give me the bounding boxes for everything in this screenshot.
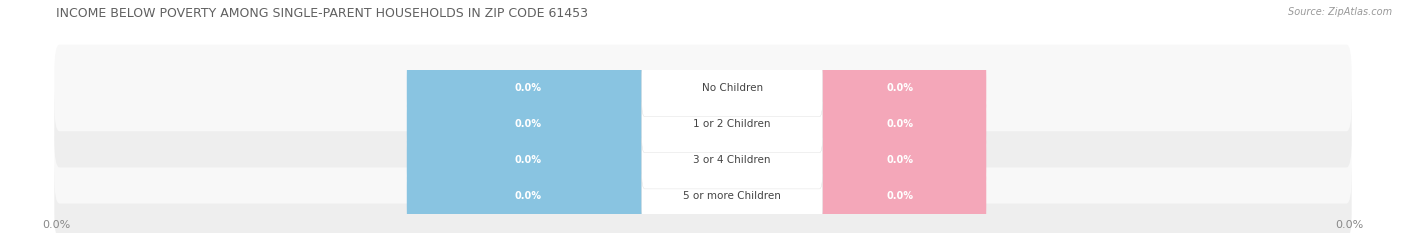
- Text: 0.0%: 0.0%: [515, 119, 541, 129]
- FancyBboxPatch shape: [641, 168, 823, 225]
- Text: 1 or 2 Children: 1 or 2 Children: [693, 119, 770, 129]
- FancyBboxPatch shape: [406, 48, 650, 127]
- FancyBboxPatch shape: [406, 121, 650, 200]
- FancyBboxPatch shape: [814, 121, 986, 200]
- Text: 0.0%: 0.0%: [515, 83, 541, 93]
- Text: 0.0%: 0.0%: [515, 155, 541, 165]
- FancyBboxPatch shape: [55, 117, 1351, 204]
- FancyBboxPatch shape: [406, 157, 650, 233]
- FancyBboxPatch shape: [814, 48, 986, 127]
- Text: 5 or more Children: 5 or more Children: [683, 191, 782, 201]
- FancyBboxPatch shape: [641, 95, 823, 153]
- Text: 0.0%: 0.0%: [515, 191, 541, 201]
- FancyBboxPatch shape: [55, 81, 1351, 168]
- FancyBboxPatch shape: [641, 131, 823, 189]
- Text: 0.0%: 0.0%: [887, 191, 914, 201]
- FancyBboxPatch shape: [55, 45, 1351, 131]
- Text: No Children: No Children: [702, 83, 762, 93]
- Text: 3 or 4 Children: 3 or 4 Children: [693, 155, 770, 165]
- Text: 0.0%: 0.0%: [887, 119, 914, 129]
- Text: INCOME BELOW POVERTY AMONG SINGLE-PARENT HOUSEHOLDS IN ZIP CODE 61453: INCOME BELOW POVERTY AMONG SINGLE-PARENT…: [56, 7, 588, 20]
- FancyBboxPatch shape: [55, 153, 1351, 233]
- FancyBboxPatch shape: [406, 85, 650, 164]
- Text: Source: ZipAtlas.com: Source: ZipAtlas.com: [1288, 7, 1392, 17]
- Text: 0.0%: 0.0%: [887, 83, 914, 93]
- FancyBboxPatch shape: [641, 59, 823, 117]
- FancyBboxPatch shape: [814, 85, 986, 164]
- FancyBboxPatch shape: [814, 157, 986, 233]
- Text: 0.0%: 0.0%: [887, 155, 914, 165]
